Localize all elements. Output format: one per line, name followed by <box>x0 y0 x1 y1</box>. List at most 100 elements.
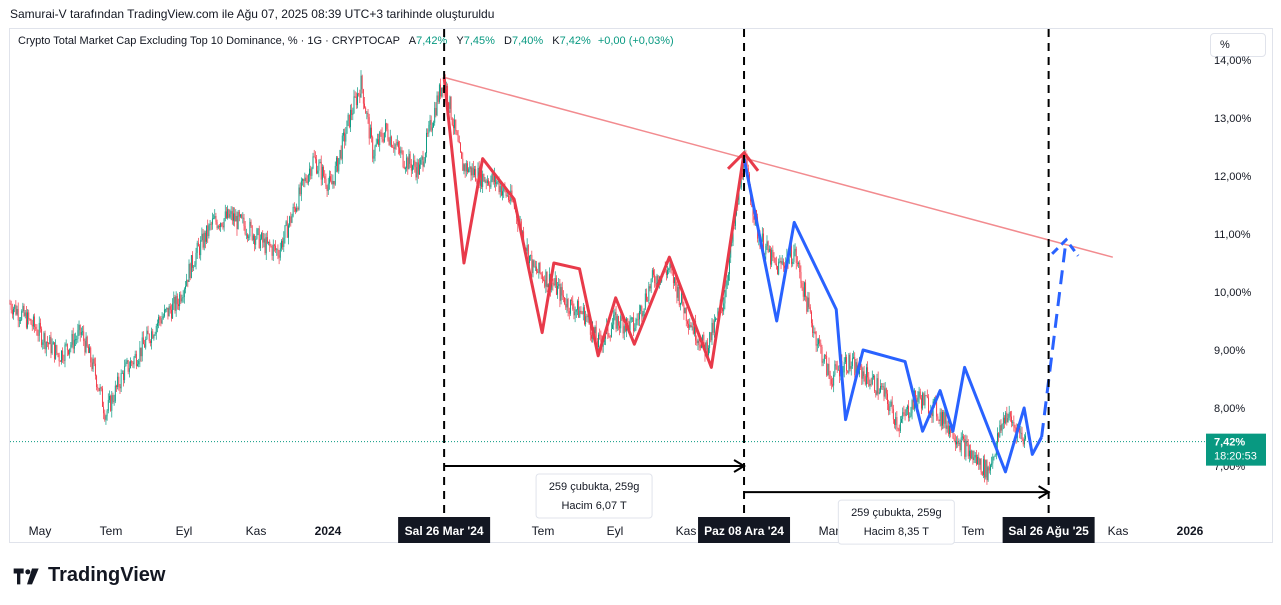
candle-body <box>904 413 906 416</box>
candle-body <box>1002 417 1004 425</box>
candle-body <box>991 463 993 466</box>
candle-body <box>452 124 454 129</box>
candle-body <box>389 136 391 145</box>
candle-body <box>920 398 922 409</box>
candle-body <box>251 225 253 240</box>
candle-body <box>545 271 547 287</box>
candle-body <box>646 293 647 301</box>
candle-body <box>979 459 981 465</box>
symbol-legend[interactable]: Crypto Total Market Cap Excluding Top 10… <box>18 35 674 47</box>
candle-body <box>127 360 129 372</box>
candle-body <box>703 334 705 343</box>
candle-body <box>125 362 127 367</box>
candle-body <box>537 271 539 274</box>
candle-body <box>36 329 38 335</box>
candle-body <box>575 309 577 312</box>
candle-body <box>31 324 33 327</box>
candle-body <box>100 387 102 389</box>
candle-body <box>410 163 412 171</box>
candle-body <box>109 396 110 400</box>
candle-body <box>559 284 561 301</box>
candle-body <box>38 322 40 336</box>
candle-body <box>848 354 850 373</box>
candle-body <box>87 346 89 353</box>
candle-body <box>220 223 222 228</box>
candle-body <box>393 147 395 150</box>
candle-body <box>80 332 82 335</box>
candle-body <box>248 236 250 238</box>
candle-body <box>134 354 136 358</box>
candle-body <box>631 317 633 319</box>
candle-body <box>975 454 977 465</box>
candle-body <box>297 207 299 210</box>
candle-body <box>882 386 884 388</box>
candle-body <box>485 180 487 183</box>
candle-body <box>802 287 804 297</box>
candle-body <box>442 87 444 91</box>
candle-body <box>345 133 347 142</box>
candle-body <box>325 178 327 187</box>
candle-body <box>709 332 711 348</box>
candle-body <box>374 146 376 156</box>
candle-body <box>716 318 718 320</box>
red-arrow-head <box>726 150 760 172</box>
candle-body <box>988 467 990 471</box>
x-tick-label: 2026 <box>1177 524 1204 538</box>
candle-body <box>203 232 205 248</box>
candle-body <box>462 158 464 171</box>
candle-body <box>985 460 987 478</box>
candle-body <box>909 416 911 418</box>
candle-body <box>812 323 814 334</box>
candle-body <box>474 168 475 176</box>
candle-body <box>801 283 803 288</box>
candle-body <box>924 395 926 406</box>
candle-body <box>993 456 995 458</box>
candle-body <box>816 344 818 346</box>
candle-body <box>791 245 793 264</box>
candle-body <box>558 284 560 286</box>
candle-body <box>780 261 782 264</box>
candle-body <box>770 248 771 265</box>
candle-body <box>689 324 691 328</box>
candle-body <box>895 417 897 425</box>
candle-body <box>502 191 504 196</box>
candle-body <box>394 144 396 150</box>
candle-body <box>162 316 164 319</box>
candle-body <box>362 89 364 104</box>
candle-body <box>457 134 459 142</box>
candle-body <box>678 287 680 306</box>
candle-body <box>633 317 635 331</box>
candle-body <box>358 93 360 95</box>
candle-body <box>165 309 167 311</box>
candle-body <box>620 315 622 329</box>
candle-body <box>57 353 59 355</box>
candle-body <box>15 304 17 315</box>
candle-body <box>868 377 870 386</box>
candle-body <box>97 386 99 389</box>
percent-scale-button[interactable]: % <box>1210 33 1266 57</box>
candle-body <box>483 174 485 182</box>
candle-body <box>348 114 350 128</box>
candle-body <box>202 233 204 248</box>
candle-body <box>807 297 809 312</box>
candle-body <box>761 233 763 242</box>
candle-body <box>368 117 370 139</box>
candle-body <box>133 357 135 365</box>
candle-body <box>584 307 585 325</box>
candle-body <box>77 330 79 340</box>
candle-body <box>526 245 528 251</box>
candle-body <box>598 334 599 347</box>
candle-body <box>364 103 365 108</box>
candle-body <box>828 363 830 375</box>
candle-body <box>808 297 810 308</box>
candle-body <box>354 96 356 98</box>
candle-body <box>911 400 913 414</box>
candle-body <box>197 242 199 247</box>
candle-body <box>82 331 83 333</box>
candle-body <box>213 218 215 220</box>
candle-body <box>295 208 296 212</box>
candle-body <box>168 306 170 317</box>
candle-body <box>795 248 797 264</box>
candle-body <box>940 412 942 426</box>
